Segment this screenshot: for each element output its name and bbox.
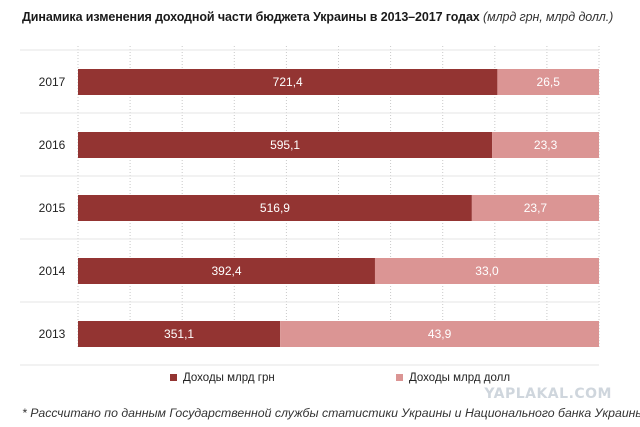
watermark: YAPLAKAL.COM	[484, 386, 612, 402]
category-label: 2017	[39, 75, 66, 89]
data-label-uah: 392,4	[211, 264, 241, 278]
bar-segment-uah	[78, 258, 375, 284]
category-label: 2013	[39, 327, 66, 341]
category-label: 2015	[39, 201, 66, 215]
category-label: 2014	[39, 264, 66, 278]
data-label-uah: 721,4	[273, 75, 303, 89]
category-label: 2016	[39, 138, 66, 152]
bar-segment-usd	[280, 321, 599, 347]
bar-segment-uah	[78, 69, 498, 95]
bar-segment-uah	[78, 195, 472, 221]
bar-segment-usd	[497, 69, 599, 95]
legend-swatch	[396, 374, 403, 381]
data-label-usd: 43,9	[428, 327, 452, 341]
bar-segment-uah	[78, 132, 493, 158]
data-label-uah: 516,9	[260, 201, 290, 215]
title-main: Динамика изменения доходной части бюджет…	[22, 10, 480, 24]
bar-segment-usd	[471, 195, 599, 221]
bar-segment-usd	[374, 258, 599, 284]
footnote: * Рассчитано по данным Государственной с…	[22, 406, 640, 420]
legend-label: Доходы млрд грн	[183, 372, 275, 384]
data-label-uah: 595,1	[270, 138, 300, 152]
title-units: (млрд грн, млрд долл.)	[483, 10, 614, 24]
bar-segment-uah	[78, 321, 281, 347]
legend-swatch	[170, 374, 177, 381]
bar-segment-usd	[492, 132, 599, 158]
legend-label: Доходы млрд долл	[409, 372, 510, 384]
data-label-usd: 33,0	[475, 264, 499, 278]
chart-title: Динамика изменения доходной части бюджет…	[22, 10, 613, 24]
data-label-usd: 23,3	[534, 138, 558, 152]
data-label-usd: 26,5	[537, 75, 561, 89]
data-label-usd: 23,7	[524, 201, 548, 215]
data-label-uah: 351,1	[164, 327, 194, 341]
